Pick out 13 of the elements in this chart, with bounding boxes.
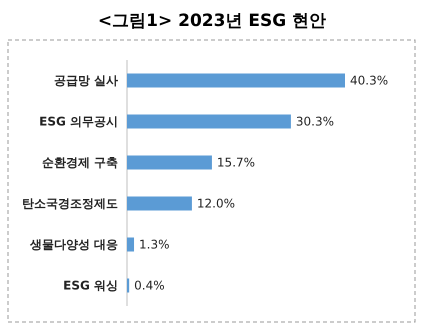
data-label: 40.3%	[350, 74, 388, 88]
y-tick-label: 순환경제 구축	[42, 156, 118, 170]
y-tick-label: ESG 의무공시	[39, 114, 118, 128]
data-label: 0.4%	[134, 278, 165, 292]
data-label: 12.0%	[196, 196, 236, 210]
y-tick-label: ESG 워싱	[63, 278, 118, 292]
data-label: 30.3%	[296, 114, 334, 128]
y-tick-label: 공급망 실사	[54, 74, 118, 88]
chart-title: <그림1> 2023년 ESG 현안	[98, 11, 326, 31]
data-label: 15.7%	[216, 156, 256, 170]
data-label: 1.3%	[139, 238, 170, 252]
y-tick-label: 생물다양성 대응	[28, 238, 118, 252]
y-tick-label: 탄소국경조정제도	[22, 196, 118, 210]
